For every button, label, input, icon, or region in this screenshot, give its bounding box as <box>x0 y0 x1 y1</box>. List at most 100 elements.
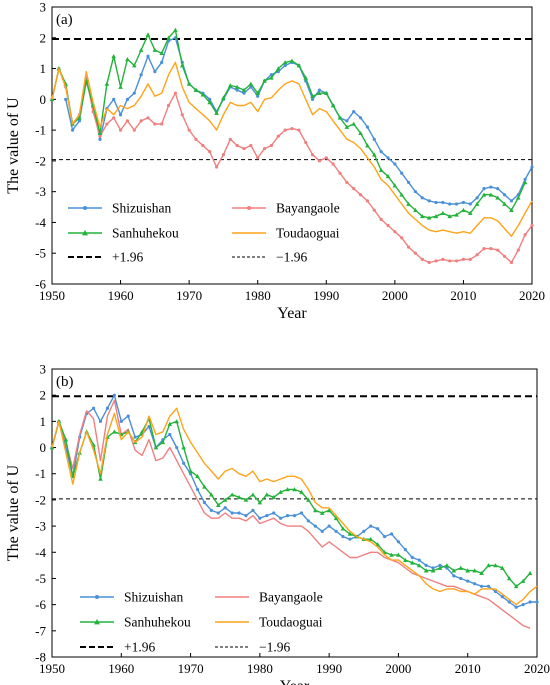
data-point <box>285 487 290 492</box>
data-point <box>166 103 171 108</box>
x-tick-label: 2020 <box>524 661 550 676</box>
data-point <box>413 207 418 212</box>
data-point <box>382 534 387 539</box>
data-point <box>283 63 287 68</box>
data-point <box>167 421 173 426</box>
data-point <box>265 514 269 518</box>
data-point <box>473 582 477 586</box>
data-point <box>292 514 297 518</box>
legend-marker <box>94 619 100 625</box>
data-point <box>530 223 534 228</box>
y-tick-label: -8 <box>35 650 46 665</box>
series-toudaoguai <box>51 61 533 238</box>
data-point <box>63 437 69 442</box>
data-point <box>451 568 457 573</box>
data-point <box>208 97 212 101</box>
series-line <box>51 407 538 606</box>
x-tick-label: 1970 <box>178 661 204 676</box>
data-point <box>209 492 214 497</box>
data-point <box>486 584 491 588</box>
data-point <box>153 122 157 126</box>
series-line <box>51 418 531 587</box>
data-point <box>289 58 295 63</box>
data-point <box>248 81 254 86</box>
data-point <box>70 128 75 132</box>
legend-label: +1.96 <box>124 640 155 655</box>
data-point <box>344 124 350 129</box>
data-point <box>475 253 479 257</box>
data-point <box>147 425 151 429</box>
data-point <box>392 183 398 188</box>
data-point <box>292 487 297 492</box>
data-point <box>396 540 401 544</box>
x-tick-label: 2010 <box>450 288 476 303</box>
data-point <box>365 125 370 129</box>
data-point <box>319 510 325 515</box>
y-tick-label: -4 <box>35 215 46 230</box>
data-point <box>186 81 192 86</box>
data-point <box>345 119 349 123</box>
data-point <box>493 589 498 594</box>
data-point <box>105 122 109 126</box>
data-point <box>132 128 136 132</box>
data-point <box>98 476 103 481</box>
data-point <box>352 186 356 191</box>
y-tick-label: -6 <box>35 597 46 612</box>
x-tick-label: 1950 <box>39 661 65 676</box>
data-point <box>514 605 518 609</box>
data-point <box>426 215 432 220</box>
data-point <box>125 57 130 62</box>
data-point <box>330 103 336 108</box>
data-point <box>324 156 328 160</box>
legend-label: Sanhuhekou <box>112 226 179 241</box>
data-point <box>345 180 349 185</box>
data-point <box>221 95 226 100</box>
data-point <box>241 87 247 92</box>
data-point <box>502 254 507 258</box>
data-point <box>530 165 534 169</box>
data-point <box>278 489 283 494</box>
data-point <box>362 529 366 533</box>
data-point <box>299 489 304 494</box>
x-tick-label: 1990 <box>316 661 342 676</box>
data-point <box>496 186 500 191</box>
series-sanhuhekou <box>49 416 533 589</box>
data-point <box>403 548 407 552</box>
data-point <box>406 201 411 206</box>
data-point <box>182 461 186 465</box>
data-point <box>358 116 363 120</box>
y-tick-label: -5 <box>35 571 46 586</box>
data-point <box>139 73 143 77</box>
data-point <box>195 487 200 492</box>
data-point <box>379 217 383 221</box>
data-point <box>98 419 103 423</box>
data-point <box>348 537 352 541</box>
data-point <box>423 568 429 573</box>
data-point <box>173 91 178 95</box>
data-point <box>139 119 143 123</box>
data-point <box>285 514 290 518</box>
data-point <box>138 47 144 52</box>
legend: Shizuishan Bayangaole Sanhuhekou Toudaoguai… <box>68 201 340 265</box>
data-point <box>461 200 466 205</box>
data-point <box>430 568 436 573</box>
data-point <box>413 190 418 194</box>
series-line <box>51 29 526 219</box>
data-point <box>242 91 246 95</box>
data-point <box>181 445 186 450</box>
data-point <box>195 474 200 479</box>
data-point <box>310 153 315 157</box>
data-point <box>527 570 533 576</box>
x-tick-label: 1950 <box>39 288 65 303</box>
data-point <box>125 97 130 101</box>
legend-item: −1.96 <box>232 250 307 265</box>
legend-item: +1.96 <box>68 250 143 265</box>
data-point <box>250 492 256 497</box>
legend-marker <box>82 230 88 236</box>
data-point <box>207 100 213 105</box>
data-point <box>447 213 453 219</box>
data-point <box>406 180 411 185</box>
data-point <box>126 414 130 418</box>
data-point <box>111 53 117 59</box>
